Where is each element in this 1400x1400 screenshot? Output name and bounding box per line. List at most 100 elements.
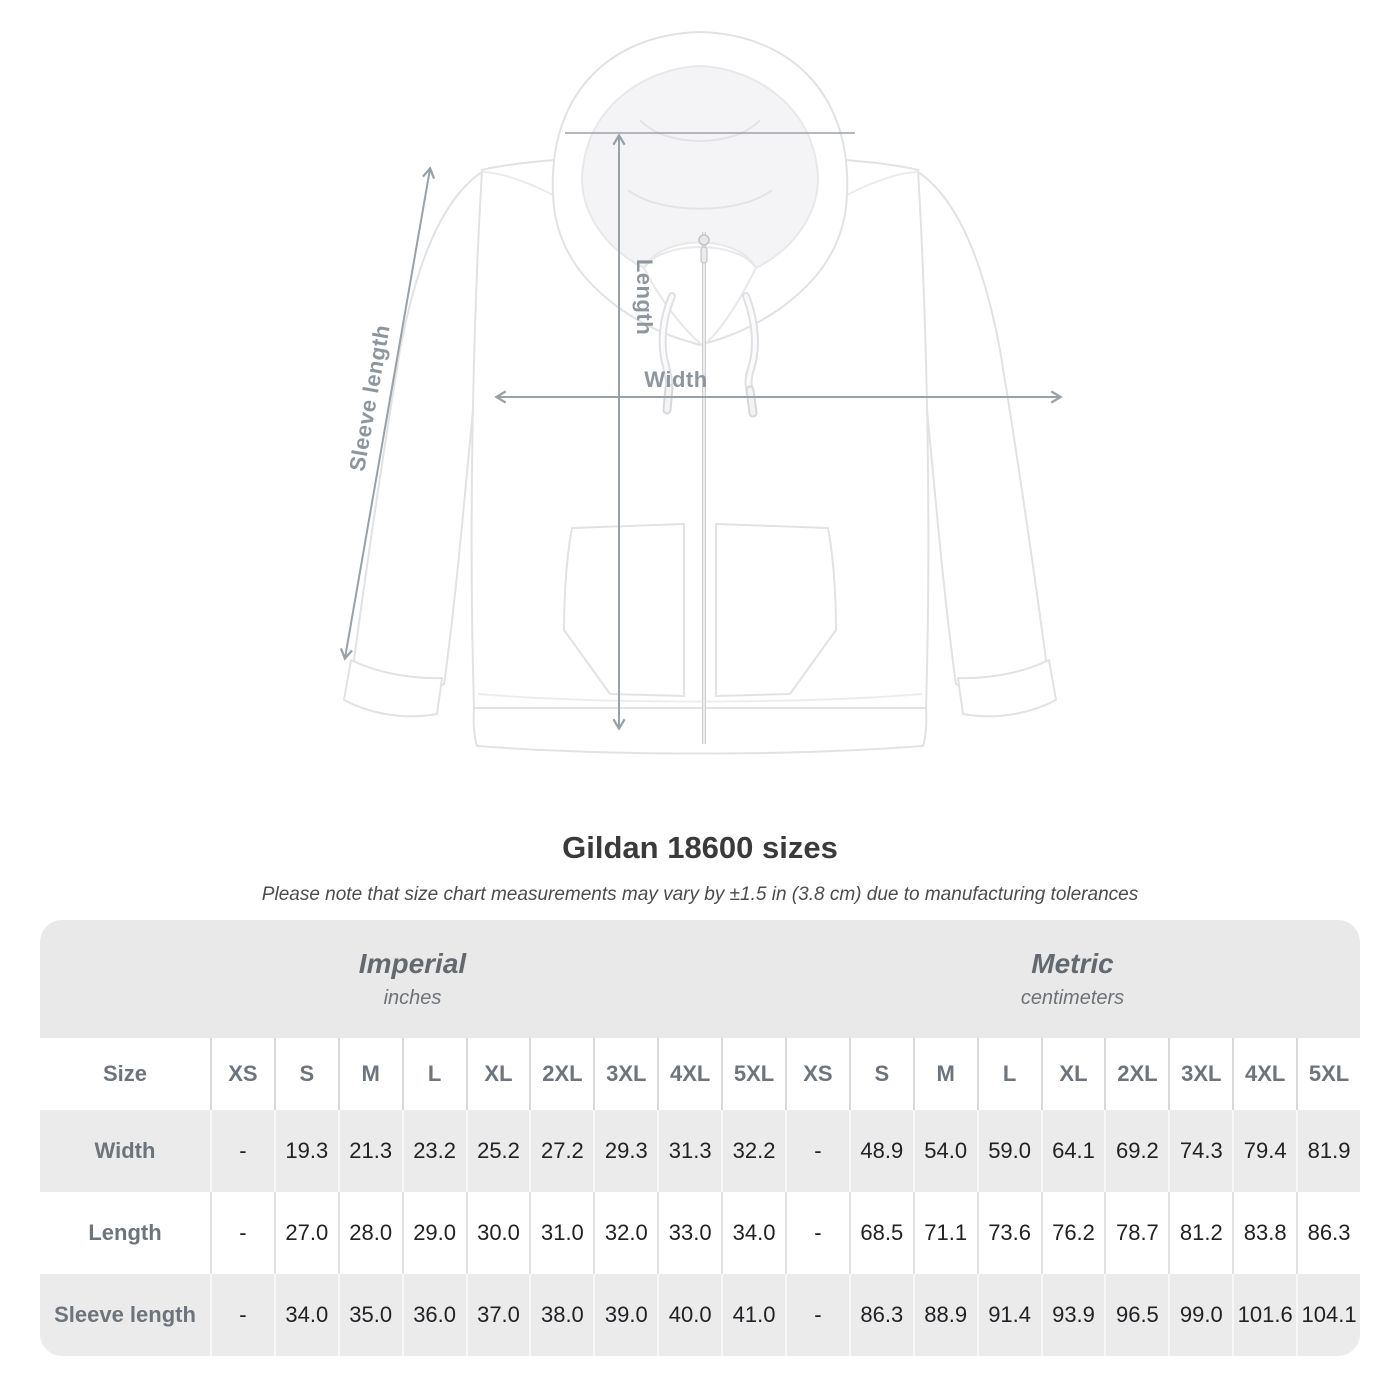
row-label: Width bbox=[94, 1138, 156, 1163]
size-header-imperial: S bbox=[273, 1038, 338, 1110]
table-cell: - bbox=[785, 1274, 849, 1356]
size-column-header: Size bbox=[102, 1061, 148, 1086]
table-cell: 37.0 bbox=[465, 1274, 530, 1356]
table-cell: 36.0 bbox=[401, 1274, 466, 1356]
table-cell: 48.9 bbox=[848, 1110, 913, 1192]
table-cell: 74.3 bbox=[1168, 1110, 1232, 1192]
table-cell: 99.0 bbox=[1168, 1274, 1232, 1356]
table-cell: 30.0 bbox=[465, 1192, 530, 1274]
table-cell: 59.0 bbox=[976, 1110, 1041, 1192]
size-header-imperial: 4XL bbox=[657, 1038, 721, 1110]
table-cell: 29.3 bbox=[593, 1110, 657, 1192]
size-header-metric: XL bbox=[1040, 1038, 1105, 1110]
table-row-sleeve-length: Sleeve length - 34.0 35.0 36.0 37.0 38.0… bbox=[40, 1274, 1360, 1356]
sleeve-length-arrow bbox=[339, 166, 436, 661]
zipper-pull bbox=[700, 246, 708, 264]
table-cell: 71.1 bbox=[912, 1192, 977, 1274]
table-cell: 35.0 bbox=[337, 1274, 402, 1356]
table-row-width: Width - 19.3 21.3 23.2 25.2 27.2 29.3 31… bbox=[40, 1110, 1360, 1192]
table-cell: 34.0 bbox=[273, 1274, 338, 1356]
size-header-metric: S bbox=[848, 1038, 913, 1110]
size-header-metric: 4XL bbox=[1232, 1038, 1296, 1110]
hoodie-figure: Length Width Sleeve length bbox=[339, 31, 1063, 755]
table-cell: - bbox=[785, 1110, 849, 1192]
size-header-metric: 2XL bbox=[1104, 1038, 1168, 1110]
table-row-length: Length - 27.0 28.0 29.0 30.0 31.0 32.0 3… bbox=[40, 1192, 1360, 1274]
table-cell: 76.2 bbox=[1040, 1192, 1105, 1274]
size-header-metric: M bbox=[912, 1038, 977, 1110]
metric-group-header: Metric centimeters bbox=[785, 920, 1360, 1038]
hoodie-illustration bbox=[339, 31, 1063, 755]
table-cell: 25.2 bbox=[465, 1110, 530, 1192]
table-cell: 41.0 bbox=[721, 1274, 785, 1356]
table-cell: - bbox=[785, 1192, 849, 1274]
width-annotation-label: Width bbox=[644, 367, 708, 392]
size-header-metric: L bbox=[976, 1038, 1041, 1110]
table-cell: 64.1 bbox=[1040, 1110, 1105, 1192]
table-cell: 91.4 bbox=[976, 1274, 1041, 1356]
page-title: Gildan 18600 sizes bbox=[562, 830, 838, 865]
table-cell: 23.2 bbox=[401, 1110, 466, 1192]
table-cell: 78.7 bbox=[1104, 1192, 1168, 1274]
measurement-arrows bbox=[339, 132, 1063, 731]
table-cell: 31.3 bbox=[657, 1110, 721, 1192]
table-cell: 73.6 bbox=[976, 1192, 1041, 1274]
size-header-metric: 3XL bbox=[1168, 1038, 1232, 1110]
table-cell: 31.0 bbox=[529, 1192, 593, 1274]
tolerance-note: Please note that size chart measurements… bbox=[261, 884, 1139, 905]
table-cell: 28.0 bbox=[337, 1192, 402, 1274]
table-cell: 40.0 bbox=[657, 1274, 721, 1356]
table-cell: 93.9 bbox=[1040, 1274, 1105, 1356]
hood-lining bbox=[581, 65, 819, 269]
size-header-imperial: XS bbox=[210, 1038, 274, 1110]
size-header-metric: XS bbox=[785, 1038, 849, 1110]
hoodie bbox=[343, 31, 1057, 755]
size-header-imperial: XL bbox=[465, 1038, 530, 1110]
table-cell: 19.3 bbox=[273, 1110, 338, 1192]
table-cell: 27.2 bbox=[529, 1110, 593, 1192]
table-cell: - bbox=[210, 1192, 274, 1274]
size-header-row: Size XS S M L XL 2XL 3XL 4XL 5XL XS S M … bbox=[40, 1038, 1360, 1110]
row-label: Sleeve length bbox=[54, 1302, 196, 1327]
table-cell: 101.6 bbox=[1232, 1274, 1296, 1356]
size-header-metric: 5XL bbox=[1296, 1038, 1360, 1110]
table-cell: 29.0 bbox=[401, 1192, 466, 1274]
table-cell: 86.3 bbox=[1296, 1192, 1360, 1274]
table-cell: 27.0 bbox=[273, 1192, 338, 1274]
imperial-title: Imperial bbox=[358, 948, 467, 979]
metric-unit: centimeters bbox=[1020, 987, 1125, 1009]
table-cell: 39.0 bbox=[593, 1274, 657, 1356]
size-chart-table: Imperial inches Metric centimeters Size … bbox=[40, 920, 1360, 1356]
table-cell: 88.9 bbox=[912, 1274, 977, 1356]
left-cuff bbox=[343, 659, 443, 718]
table-cell: - bbox=[210, 1110, 274, 1192]
table-cell: 21.3 bbox=[337, 1110, 402, 1192]
zipper-slider bbox=[698, 234, 710, 246]
table-cell: 96.5 bbox=[1104, 1274, 1168, 1356]
table-cell: 33.0 bbox=[657, 1192, 721, 1274]
table-cell: 69.2 bbox=[1104, 1110, 1168, 1192]
zipper bbox=[698, 232, 710, 744]
right-sleeve bbox=[917, 171, 1047, 690]
table-cell: 79.4 bbox=[1232, 1110, 1296, 1192]
table-cell: - bbox=[210, 1274, 274, 1356]
table-cell: 83.8 bbox=[1232, 1192, 1296, 1274]
right-cuff bbox=[957, 659, 1057, 718]
hem-band bbox=[472, 707, 928, 755]
unit-group-band: Imperial inches Metric centimeters bbox=[40, 920, 1360, 1038]
length-annotation-label: Length bbox=[632, 258, 657, 336]
table-cell: 81.9 bbox=[1296, 1110, 1360, 1192]
size-header-imperial: L bbox=[401, 1038, 466, 1110]
right-pocket bbox=[715, 523, 837, 697]
table-cell: 38.0 bbox=[529, 1274, 593, 1356]
row-label: Length bbox=[88, 1220, 162, 1245]
imperial-unit: inches bbox=[383, 987, 442, 1009]
table-cell: 32.0 bbox=[593, 1192, 657, 1274]
table-cell: 81.2 bbox=[1168, 1192, 1232, 1274]
table-cell: 68.5 bbox=[848, 1192, 913, 1274]
size-header-imperial: M bbox=[337, 1038, 402, 1110]
size-header-imperial: 3XL bbox=[593, 1038, 657, 1110]
table-cell: 34.0 bbox=[721, 1192, 785, 1274]
neck-opening bbox=[643, 246, 757, 347]
table-cell: 32.2 bbox=[721, 1110, 785, 1192]
